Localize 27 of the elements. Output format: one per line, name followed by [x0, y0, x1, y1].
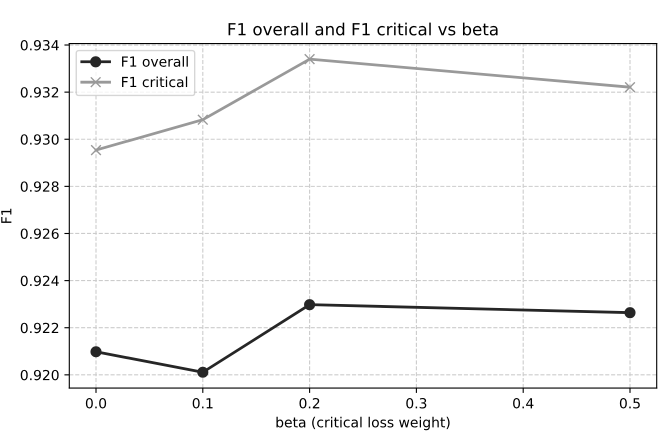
point [197, 366, 208, 378]
legend-label: F1 overall [122, 56, 188, 67]
y-tick-label: 0.932 [20, 87, 58, 98]
y-tick-label: 0.922 [20, 322, 58, 334]
chart-title: F1 overall and F1 critical vs beta [228, 22, 498, 36]
x-tick-label: 0.3 [406, 398, 426, 409]
x-tick-label: 0.5 [620, 398, 640, 409]
x-tick-label: 0.4 [513, 398, 534, 409]
x-tick-label: 0.2 [299, 398, 320, 409]
y-tick-label: 0.928 [20, 181, 59, 192]
point [90, 144, 102, 156]
y-tick-label: 0.930 [20, 134, 59, 145]
y-tick-label: 0.920 [20, 370, 59, 380]
legend-label: F1 critical [122, 76, 188, 88]
point [90, 346, 102, 358]
point [304, 54, 316, 65]
point [624, 307, 636, 318]
y-axis-title: F1 [1, 208, 12, 223]
point [197, 114, 208, 126]
y-tick-label: 0.926 [20, 228, 59, 239]
point [624, 82, 636, 93]
x-tick-label: 0.0 [86, 398, 106, 409]
x-tick-label: 0.1 [192, 398, 213, 409]
x-axis-title: beta (critical loss weight) [276, 416, 450, 430]
point [304, 299, 316, 310]
y-tick-label: 0.934 [20, 40, 59, 50]
y-tick-label: 0.924 [20, 276, 59, 286]
